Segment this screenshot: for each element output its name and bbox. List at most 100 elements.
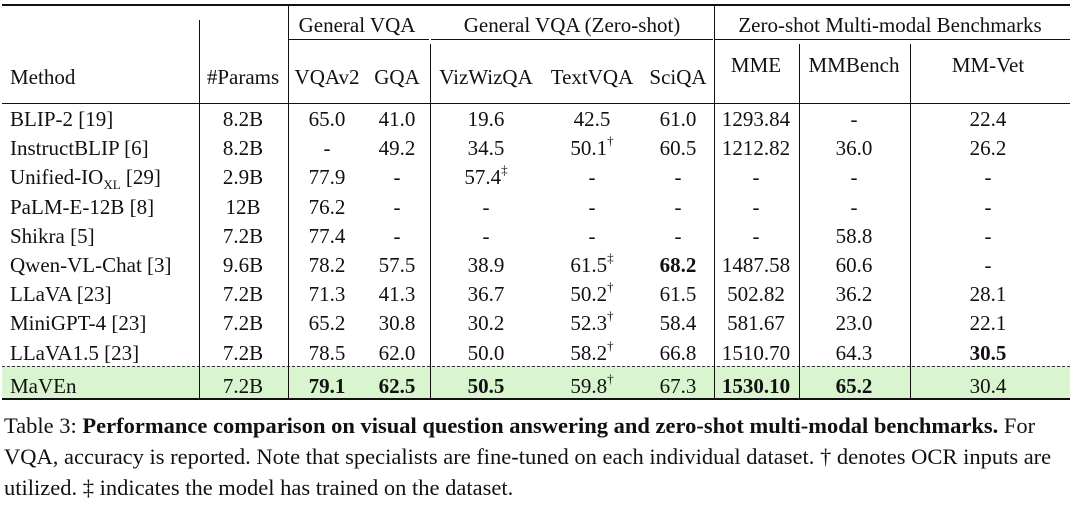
- cell-value: 28.1: [969, 282, 1007, 307]
- cell-value: 61.0: [659, 107, 697, 131]
- cell-vqav2: 71.3: [309, 281, 346, 307]
- col-divider-vqa: [430, 44, 431, 398]
- cell-mme: -: [753, 194, 760, 220]
- method-name: InstructBLIP [6]: [10, 136, 149, 161]
- cell-value: 58.4: [659, 311, 697, 336]
- caption-body: For VQA, accuracy is reported. Note that…: [4, 413, 1052, 500]
- col-header-method: Method: [10, 65, 76, 89]
- cell-value: 50.0: [467, 340, 505, 365]
- cell-mmvet: -: [985, 194, 992, 220]
- col-header-textvqa: TextVQA: [550, 65, 634, 89]
- cell-value: 52.3: [570, 311, 608, 336]
- cell-value: 7.2B: [222, 373, 264, 398]
- cell-value: 36.2: [835, 282, 873, 307]
- cell-sciqa: 66.8: [660, 340, 697, 366]
- cell-sciqa: -: [675, 194, 682, 220]
- cell-mme: 1530.10: [722, 373, 790, 399]
- cell-params: 7.2B: [223, 373, 263, 399]
- cell-method: LLaVA [23]: [10, 281, 112, 307]
- method-name: LLaVA [23]: [10, 282, 112, 307]
- cell-value: -: [850, 107, 858, 131]
- cell-textvqa: 42.5: [574, 106, 611, 132]
- cell-vqav2: 77.4: [309, 223, 346, 249]
- cell-vizwiz: 30.2: [468, 310, 505, 336]
- cell-value: 19.6: [467, 107, 505, 131]
- cell-mme: -: [753, 223, 760, 249]
- cell-value: 57.4: [464, 165, 502, 190]
- cell-vizwiz: 34.5: [468, 135, 505, 161]
- col-divider-mmbench: [910, 44, 911, 398]
- cell-gqa: 30.8: [379, 310, 416, 336]
- cell-value: 58.8: [835, 223, 873, 248]
- cell-value: 30.5: [969, 340, 1007, 365]
- table-caption: Table 3: Performance comparison on visua…: [4, 410, 1076, 503]
- cell-value: 58.2: [570, 340, 608, 365]
- cell-value: 65.0: [308, 107, 346, 131]
- cell-textvqa: -: [589, 164, 596, 190]
- cell-value: 30.8: [378, 311, 416, 336]
- cell-value: -: [850, 194, 858, 219]
- col-header-vizwizqa: VizWizQA: [439, 65, 533, 89]
- cell-mme: 581.67: [727, 310, 785, 336]
- cell-mme: 1212.82: [722, 135, 790, 161]
- group-header-zero-shot-benchmarks: Zero-shot Multi-modal Benchmarks: [738, 13, 1042, 37]
- col-header-gqa: GQA: [374, 65, 420, 89]
- cell-value: 8.2B: [222, 136, 264, 161]
- cell-value: 581.67: [727, 311, 785, 336]
- cell-sciqa: -: [675, 164, 682, 190]
- cell-value: 50.1: [570, 136, 608, 161]
- footnote-mark: †: [607, 370, 614, 386]
- method-name: Qwen-VL-Chat [3]: [10, 253, 172, 277]
- cell-mmvet: 22.1: [970, 310, 1007, 336]
- cell-mmvet: 30.4: [970, 373, 1007, 399]
- col-header-params: #Params: [206, 65, 280, 89]
- dashed-rule: [2, 366, 1070, 367]
- cell-value: -: [393, 165, 401, 190]
- cell-value: 22.4: [969, 107, 1007, 131]
- cell-value: 60.5: [659, 136, 697, 161]
- cell-vizwiz: 57.4‡: [464, 163, 507, 190]
- cell-gqa: -: [394, 164, 401, 190]
- caption-label: Table 3:: [4, 413, 83, 438]
- col-divider-params: [288, 4, 289, 398]
- cell-value: 77.9: [308, 165, 346, 190]
- cell-value: -: [984, 194, 992, 219]
- cell-value: -: [482, 223, 490, 248]
- cell-gqa: -: [394, 194, 401, 220]
- cell-value: -: [674, 165, 682, 190]
- cell-params: 8.2B: [223, 135, 263, 161]
- cell-sciqa: 61.5: [660, 281, 697, 307]
- cell-method: MaVEn: [10, 373, 77, 399]
- cell-gqa: 57.5: [379, 252, 416, 278]
- cell-vqav2: 78.5: [309, 340, 346, 366]
- cell-gqa: -: [394, 223, 401, 249]
- cell-value: -: [984, 223, 992, 248]
- group-header-general-vqa-zero-shot: General VQA (Zero-shot): [463, 13, 681, 37]
- col-header-mmbench: MMBench: [808, 53, 900, 77]
- cell-method: PaLM-E-12B [8]: [10, 194, 154, 220]
- cell-sciqa: 67.3: [660, 373, 697, 399]
- cell-mmvet: -: [985, 223, 992, 249]
- cell-textvqa: 61.5‡: [570, 251, 613, 278]
- cell-value: -: [393, 223, 401, 248]
- footnote-mark: †: [607, 133, 614, 149]
- cell-value: 60.6: [835, 253, 873, 277]
- cell-params: 9.6B: [223, 252, 263, 278]
- cell-method: BLIP-2 [19]: [10, 106, 113, 132]
- cell-value: 57.5: [378, 253, 416, 277]
- method-subscript: XL: [103, 177, 121, 193]
- cell-vizwiz: 50.5: [468, 373, 505, 399]
- cell-mmbench: -: [851, 164, 858, 190]
- cell-value: -: [393, 194, 401, 219]
- cell-textvqa: 50.1†: [570, 133, 614, 161]
- cell-textvqa: 50.2†: [570, 280, 613, 307]
- footnote-mark: †: [607, 308, 614, 324]
- cell-gqa: 41.3: [379, 281, 416, 307]
- cell-mmbench: -: [851, 106, 858, 132]
- cell-mme: 502.82: [727, 281, 785, 307]
- cell-value: 36.7: [467, 282, 505, 307]
- cell-sciqa: 60.5: [660, 135, 697, 161]
- cell-vizwiz: 50.0: [468, 340, 505, 366]
- cell-mmbench: 36.2: [836, 281, 873, 307]
- cell-value: -: [323, 136, 331, 161]
